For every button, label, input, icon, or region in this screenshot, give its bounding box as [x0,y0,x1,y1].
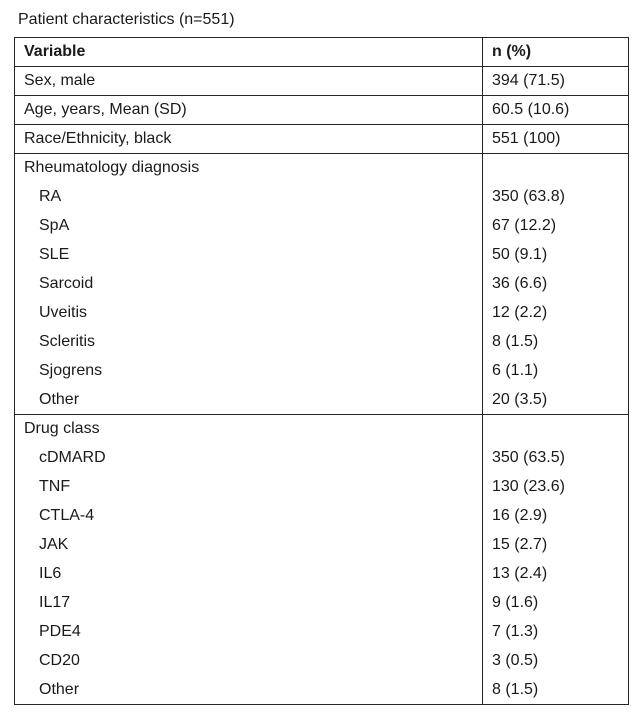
table-row: Age, years, Mean (SD) 60.5 (10.6) [14,95,629,125]
table-row: CD20 3 (0.5) [14,646,629,676]
value-cell: 15 (2.7) [492,536,548,553]
variable-cell: Other [14,675,483,705]
table-row: Other 20 (3.5) [14,385,629,415]
value-cell: 350 (63.8) [492,188,565,205]
variable-cell: CD20 [14,646,483,676]
value-cell: 16 (2.9) [492,507,548,524]
variable-cell: SLE [14,240,483,270]
variable-cell: SpA [14,211,483,241]
value-cell: 12 (2.2) [492,304,548,321]
variable-cell: JAK [14,530,483,560]
header-n-percent: n (%) [482,37,629,67]
value-cell: 3 (0.5) [492,652,539,669]
header-variable: Variable [14,37,483,67]
value-cell: 130 (23.6) [492,478,565,495]
value-cell: 8 (1.5) [492,333,539,350]
variable-cell: Uveitis [14,298,483,328]
variable-cell: cDMARD [14,443,483,473]
value-cell: 60.5 (10.6) [482,95,629,125]
value-cell: 20 (3.5) [492,390,548,408]
variable-cell: Age, years, Mean (SD) [14,95,483,125]
table-row: Drug class [14,414,629,444]
value-cell: 6 (1.1) [492,362,539,379]
value-cell: 551 (100) [482,124,629,154]
table-row: RA 350 (63.8) [14,182,629,212]
variable-cell: IL6 [14,559,483,589]
table-row: Rheumatology diagnosis [14,153,629,183]
value-cell: 67 (12.2) [492,217,557,234]
variable-cell: Rheumatology diagnosis [14,153,483,183]
table-row: Race/Ethnicity, black 551 (100) [14,124,629,154]
value-cell: 7 (1.3) [492,623,539,640]
table-title: Patient characteristics (n=551) [18,11,235,28]
header-row: Variable n (%) [14,37,629,67]
variable-cell: Other [14,385,483,415]
table-row: Other 8 (1.5) [14,675,629,705]
variable-cell: Drug class [14,414,483,444]
table-body: Sex, male 394 (71.5) Age, years, Mean (S… [14,66,629,705]
table-row: IL17 9 (1.6) [14,588,629,618]
table-row: SLE 50 (9.1) [14,240,629,270]
value-cell: 350 (63.5) [492,449,565,466]
value-cell: 13 (2.4) [492,565,548,582]
table-row: Sarcoid 36 (6.6) [14,269,629,299]
variable-cell: Race/Ethnicity, black [14,124,483,154]
variable-cell: RA [14,182,483,212]
variable-cell: CTLA-4 [14,501,483,531]
table-row: Sex, male 394 (71.5) [14,66,629,96]
variable-cell: Sarcoid [14,269,483,299]
table-row: Scleritis 8 (1.5) [14,327,629,357]
variable-cell: PDE4 [14,617,483,647]
value-cell: 8 (1.5) [492,680,539,698]
table-row: IL6 13 (2.4) [14,559,629,589]
variable-cell: Scleritis [14,327,483,357]
table-row: Uveitis 12 (2.2) [14,298,629,328]
table-row: SpA 67 (12.2) [14,211,629,241]
table-row: cDMARD 350 (63.5) [14,443,629,473]
table-row: CTLA-4 16 (2.9) [14,501,629,531]
variable-cell: TNF [14,472,483,502]
table-row: Sjogrens 6 (1.1) [14,356,629,386]
value-cell [482,153,629,183]
value-cell [482,414,629,444]
value-cell: 36 (6.6) [492,275,548,292]
table-row: PDE4 7 (1.3) [14,617,629,647]
table-row: JAK 15 (2.7) [14,530,629,560]
variable-cell: Sjogrens [14,356,483,386]
table-row: TNF 130 (23.6) [14,472,629,502]
variable-cell: Sex, male [14,66,483,96]
value-cell: 394 (71.5) [482,66,629,96]
value-cell: 9 (1.6) [492,594,539,611]
variable-cell: IL17 [14,588,483,618]
patient-characteristics-table: Variable n (%) Sex, male 394 (71.5) Age,… [14,37,629,705]
value-cell: 50 (9.1) [492,246,548,263]
